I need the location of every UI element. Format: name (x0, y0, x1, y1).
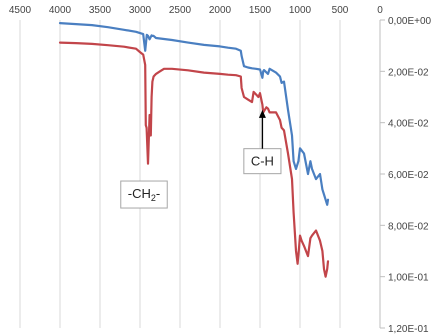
y-tick-label: 4,00E-02 (388, 119, 429, 130)
callout-1: -CH2- (120, 180, 168, 209)
x-tick-label: 2000 (209, 5, 232, 16)
x-tick-label: 4000 (49, 5, 72, 16)
x-tick-label: 3500 (89, 5, 112, 16)
x-tick-label: 3000 (129, 5, 152, 16)
callout-2: C-H (243, 109, 282, 175)
series-layer (58, 22, 330, 278)
x-tick-label: 1500 (249, 5, 272, 16)
vertical-gridlines (19, 20, 381, 328)
callout-label: -CH2- (128, 186, 160, 203)
x-tick-label: 0 (377, 5, 383, 16)
callout-box (120, 180, 168, 209)
series-line-1 (58, 22, 330, 206)
x-tick-label: 1000 (289, 5, 312, 16)
callout-label: C-H (251, 154, 274, 169)
x-tick-label: 500 (332, 5, 349, 16)
y-tick-label: 6,00E-02 (388, 170, 429, 181)
y-tick-label: 2,00E-02 (388, 67, 429, 78)
y-tick-label: 0,00E+00 (388, 16, 432, 27)
y-axis: 0,00E+00 2,00E-02 4,00E-02 6,00E-02 8,00E-02… (379, 16, 432, 335)
annotation-layer: -CH2- C-H (120, 109, 282, 209)
callout-arrowhead (258, 109, 266, 118)
x-tick-label: 4500 (9, 5, 32, 16)
x-tick-label: 2500 (169, 5, 192, 16)
y-tick-label: 1,20E-01 (388, 324, 429, 335)
y-tick-label: 1,00E-01 (388, 273, 429, 284)
series-line-2 (58, 41, 330, 278)
y-tick-label: 8,00E-02 (388, 221, 429, 232)
x-axis: 4500 4000 3500 3000 2500 2000 1500 1000 500 0 (9, 5, 383, 16)
